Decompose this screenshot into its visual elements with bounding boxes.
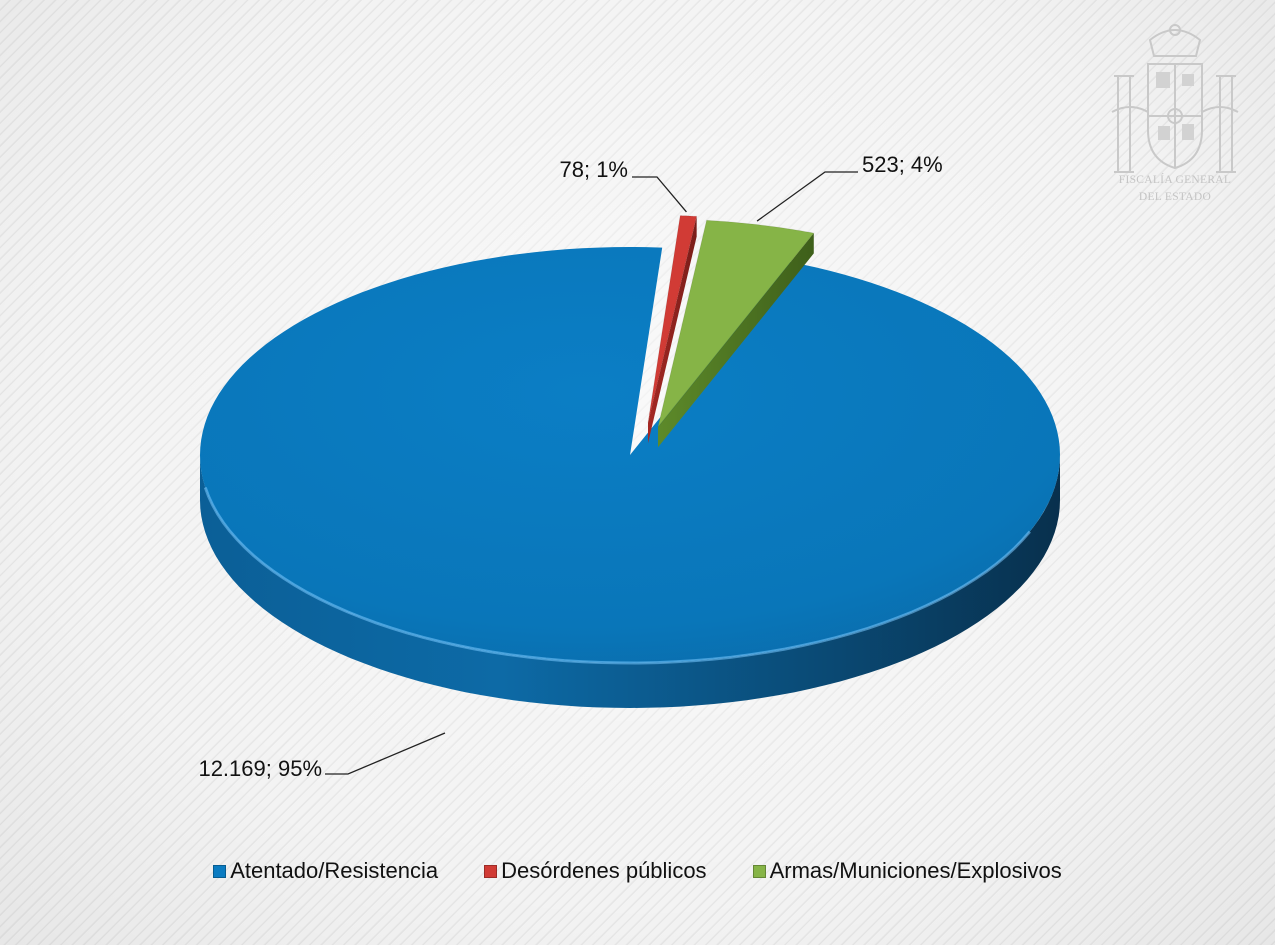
legend-swatch-red	[484, 864, 498, 878]
legend-label: Desórdenes públicos	[501, 858, 707, 883]
slice-desordenes-side	[648, 216, 697, 444]
legend-item-atentado: Atentado/Resistencia	[213, 858, 438, 884]
leader-line-armas	[756, 171, 858, 222]
data-label-armas: 523; 4%	[862, 152, 943, 177]
slice-atentado-rim-highlight	[203, 486, 1031, 665]
slice-armas-top	[657, 219, 815, 428]
legend: Atentado/Resistencia Desórdenes públicos…	[0, 858, 1275, 884]
data-labels: 78; 1% 523; 4% 12.169; 95%	[198, 152, 942, 781]
slice-atentado-side	[200, 455, 1060, 708]
slice-atentado-top	[200, 247, 1060, 663]
legend-item-desordenes: Desórdenes públicos	[484, 858, 707, 884]
emblem-caption: FISCALÍA GENERAL DEL ESTADO	[1090, 172, 1260, 206]
emblem-caption-line2: DEL ESTADO	[1138, 191, 1212, 203]
pie-slices	[200, 215, 1060, 708]
leader-line-desordenes	[632, 176, 687, 213]
slice-armas-side	[658, 233, 814, 448]
leader-lines	[325, 171, 858, 775]
slice-desordenes-top	[647, 215, 698, 424]
legend-label: Atentado/Resistencia	[230, 858, 439, 883]
leader-line-atentado	[325, 732, 446, 775]
legend-swatch-green	[752, 864, 766, 878]
legend-swatch-blue	[213, 864, 227, 878]
legend-label: Armas/Municiones/Explosivos	[769, 858, 1062, 883]
coat-of-arms-emblem	[1111, 24, 1239, 173]
data-label-atentado: 12.169; 95%	[198, 756, 322, 781]
data-label-desordenes: 78; 1%	[560, 157, 629, 182]
legend-item-armas: Armas/Municiones/Explosivos	[752, 858, 1062, 884]
emblem-caption-line1: FISCALÍA GENERAL	[1118, 174, 1232, 186]
